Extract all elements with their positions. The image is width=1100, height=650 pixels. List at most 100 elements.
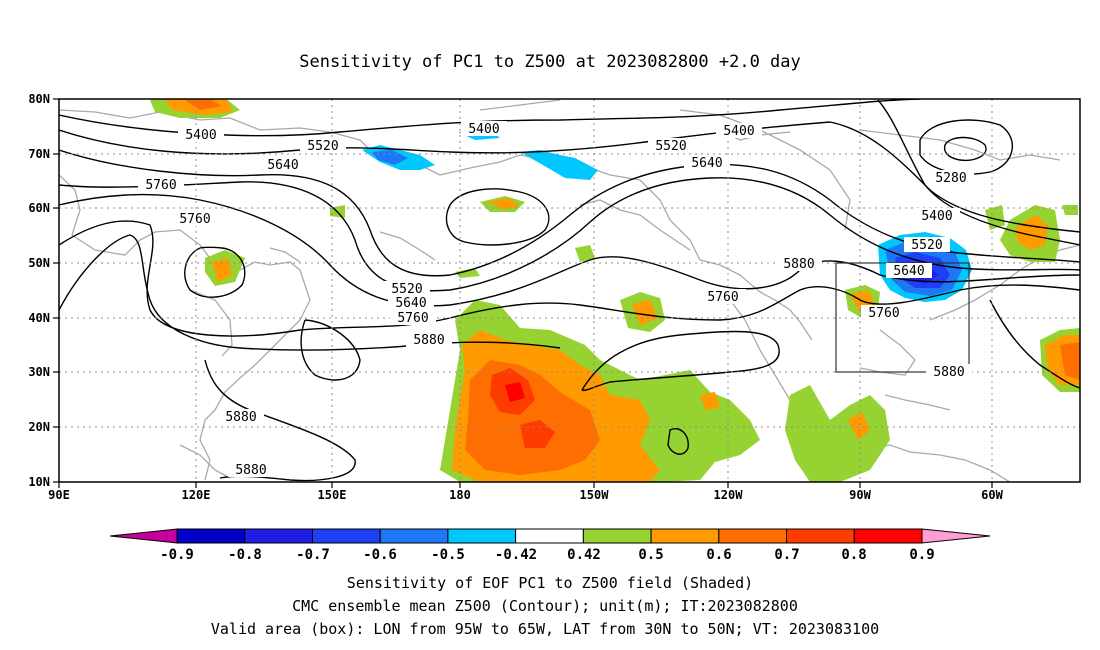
colorbar-box [853, 528, 923, 544]
colorbar-label: -0.8 [228, 547, 262, 563]
svg-text:5640: 5640 [893, 264, 924, 279]
colorbar-label: 0.8 [841, 547, 866, 563]
lon-label: 120W [714, 488, 744, 502]
svg-text:5760: 5760 [179, 212, 210, 227]
lat-label: 60N [28, 201, 50, 215]
svg-text:5520: 5520 [391, 282, 422, 297]
contour-label: 5880 [776, 256, 822, 272]
lon-label: 180 [449, 488, 471, 502]
contour-label: 5760 [138, 177, 184, 193]
colorbar-box [650, 528, 720, 544]
colorbar: -0.9 -0.8 -0.7 -0.6 -0.5 -0.42 0.42 0.5 … [109, 528, 991, 563]
contour-label: 5640 [684, 155, 730, 171]
contour-label: 5520 [904, 237, 950, 253]
contour-label: 5760 [172, 211, 218, 227]
colorbar-box [244, 528, 313, 544]
colorbar-label: -0.7 [296, 547, 330, 563]
contour-label: 5400 [178, 127, 224, 143]
caption-line-2: CMC ensemble mean Z500 (Contour); unit(m… [292, 597, 798, 615]
svg-text:5520: 5520 [655, 139, 686, 154]
sensitivity-shading [150, 99, 1080, 482]
colorbar-box [311, 528, 381, 544]
svg-text:5640: 5640 [691, 156, 722, 171]
contour-label: 5760 [390, 310, 436, 326]
lat-label: 30N [28, 365, 50, 379]
lon-label: 60W [981, 488, 1003, 502]
axis-ticks [53, 98, 993, 488]
caption-line-1: Sensitivity of EOF PC1 to Z500 field (Sh… [347, 574, 753, 592]
contour-label: 5760 [861, 305, 907, 321]
map-panel: 5400 5400 5400 5520 5520 5520 5520 5640 … [28, 92, 1081, 502]
caption-line-3: Valid area (box): LON from 95W to 65W, L… [211, 620, 879, 638]
contour-label: 5640 [388, 295, 434, 311]
colorbar-label: 0.5 [638, 547, 663, 563]
contour-label: 5520 [300, 138, 346, 154]
latitude-labels: 80N 70N 60N 50N 40N 30N 20N 10N [28, 92, 50, 489]
colorbar-label: 0.42 [567, 547, 601, 563]
lat-label: 70N [28, 147, 50, 161]
colorbar-label: 0.7 [774, 547, 799, 563]
colorbar-box [176, 528, 246, 544]
svg-text:5880: 5880 [413, 333, 444, 348]
colorbar-label: 0.6 [706, 547, 731, 563]
svg-text:5880: 5880 [225, 410, 256, 425]
contour-labels: 5400 5400 5400 5520 5520 5520 5520 5640 … [138, 121, 974, 478]
lat-label: 50N [28, 256, 50, 270]
svg-text:5400: 5400 [468, 122, 499, 137]
colorbar-label: -0.42 [495, 547, 537, 563]
lon-label: 90W [849, 488, 871, 502]
lon-label: 150W [580, 488, 610, 502]
lon-label: 150E [318, 488, 347, 502]
contour-label: 5520 [384, 281, 430, 297]
svg-text:5400: 5400 [921, 209, 952, 224]
colorbar-label: -0.6 [363, 547, 397, 563]
colorbar-box [447, 528, 517, 544]
colorbar-triangle-low [109, 528, 178, 544]
svg-text:5880: 5880 [933, 365, 964, 380]
svg-text:5520: 5520 [911, 238, 942, 253]
colorbar-label: -0.5 [431, 547, 465, 563]
contour-label: 5640 [886, 263, 932, 279]
contour-label: 5400 [914, 208, 960, 224]
contour-label: 5400 [461, 121, 507, 137]
svg-text:5400: 5400 [185, 128, 216, 143]
colorbar-boxes [176, 528, 923, 544]
colorbar-box [379, 528, 449, 544]
svg-text:5400: 5400 [723, 124, 754, 139]
contour-label: 5880 [406, 332, 452, 348]
contour-label: 5760 [700, 289, 746, 305]
map-frame [58, 98, 1081, 483]
lat-lon-grid [59, 99, 1080, 482]
colorbar-box [786, 528, 855, 544]
lat-label: 80N [28, 92, 50, 106]
contour-label: 5880 [218, 409, 264, 425]
svg-text:5280: 5280 [935, 171, 966, 186]
contour-label: 5880 [228, 462, 274, 478]
svg-text:5880: 5880 [783, 257, 814, 272]
svg-text:5760: 5760 [707, 290, 738, 305]
svg-text:5520: 5520 [307, 139, 338, 154]
longitude-labels: 90E 120E 150E 180 150W 120W 90W 60W [48, 488, 1003, 502]
contour-label: 5880 [926, 364, 972, 380]
colorbar-labels: -0.9 -0.8 -0.7 -0.6 -0.5 -0.42 0.42 0.5 … [160, 547, 935, 563]
lat-label: 10N [28, 475, 50, 489]
captions: Sensitivity of EOF PC1 to Z500 field (Sh… [211, 574, 879, 638]
contour-label: 5280 [928, 170, 974, 186]
colorbar-label: 0.9 [909, 547, 934, 563]
lon-label: 120E [182, 488, 211, 502]
lon-label: 90E [48, 488, 70, 502]
z500-contours [59, 99, 1080, 482]
contour-label: 5520 [648, 138, 694, 154]
svg-text:5640: 5640 [395, 296, 426, 311]
colorbar-box [515, 528, 584, 544]
figure-title: Sensitivity of PC1 to Z500 at 2023082800… [299, 52, 801, 72]
svg-text:5880: 5880 [235, 463, 266, 478]
svg-text:5760: 5760 [397, 311, 428, 326]
svg-text:5760: 5760 [868, 306, 899, 321]
lat-label: 20N [28, 420, 50, 434]
colorbar-box [582, 528, 652, 544]
contour-label: 5400 [716, 123, 762, 139]
svg-text:5640: 5640 [267, 158, 298, 173]
lat-label: 40N [28, 311, 50, 325]
